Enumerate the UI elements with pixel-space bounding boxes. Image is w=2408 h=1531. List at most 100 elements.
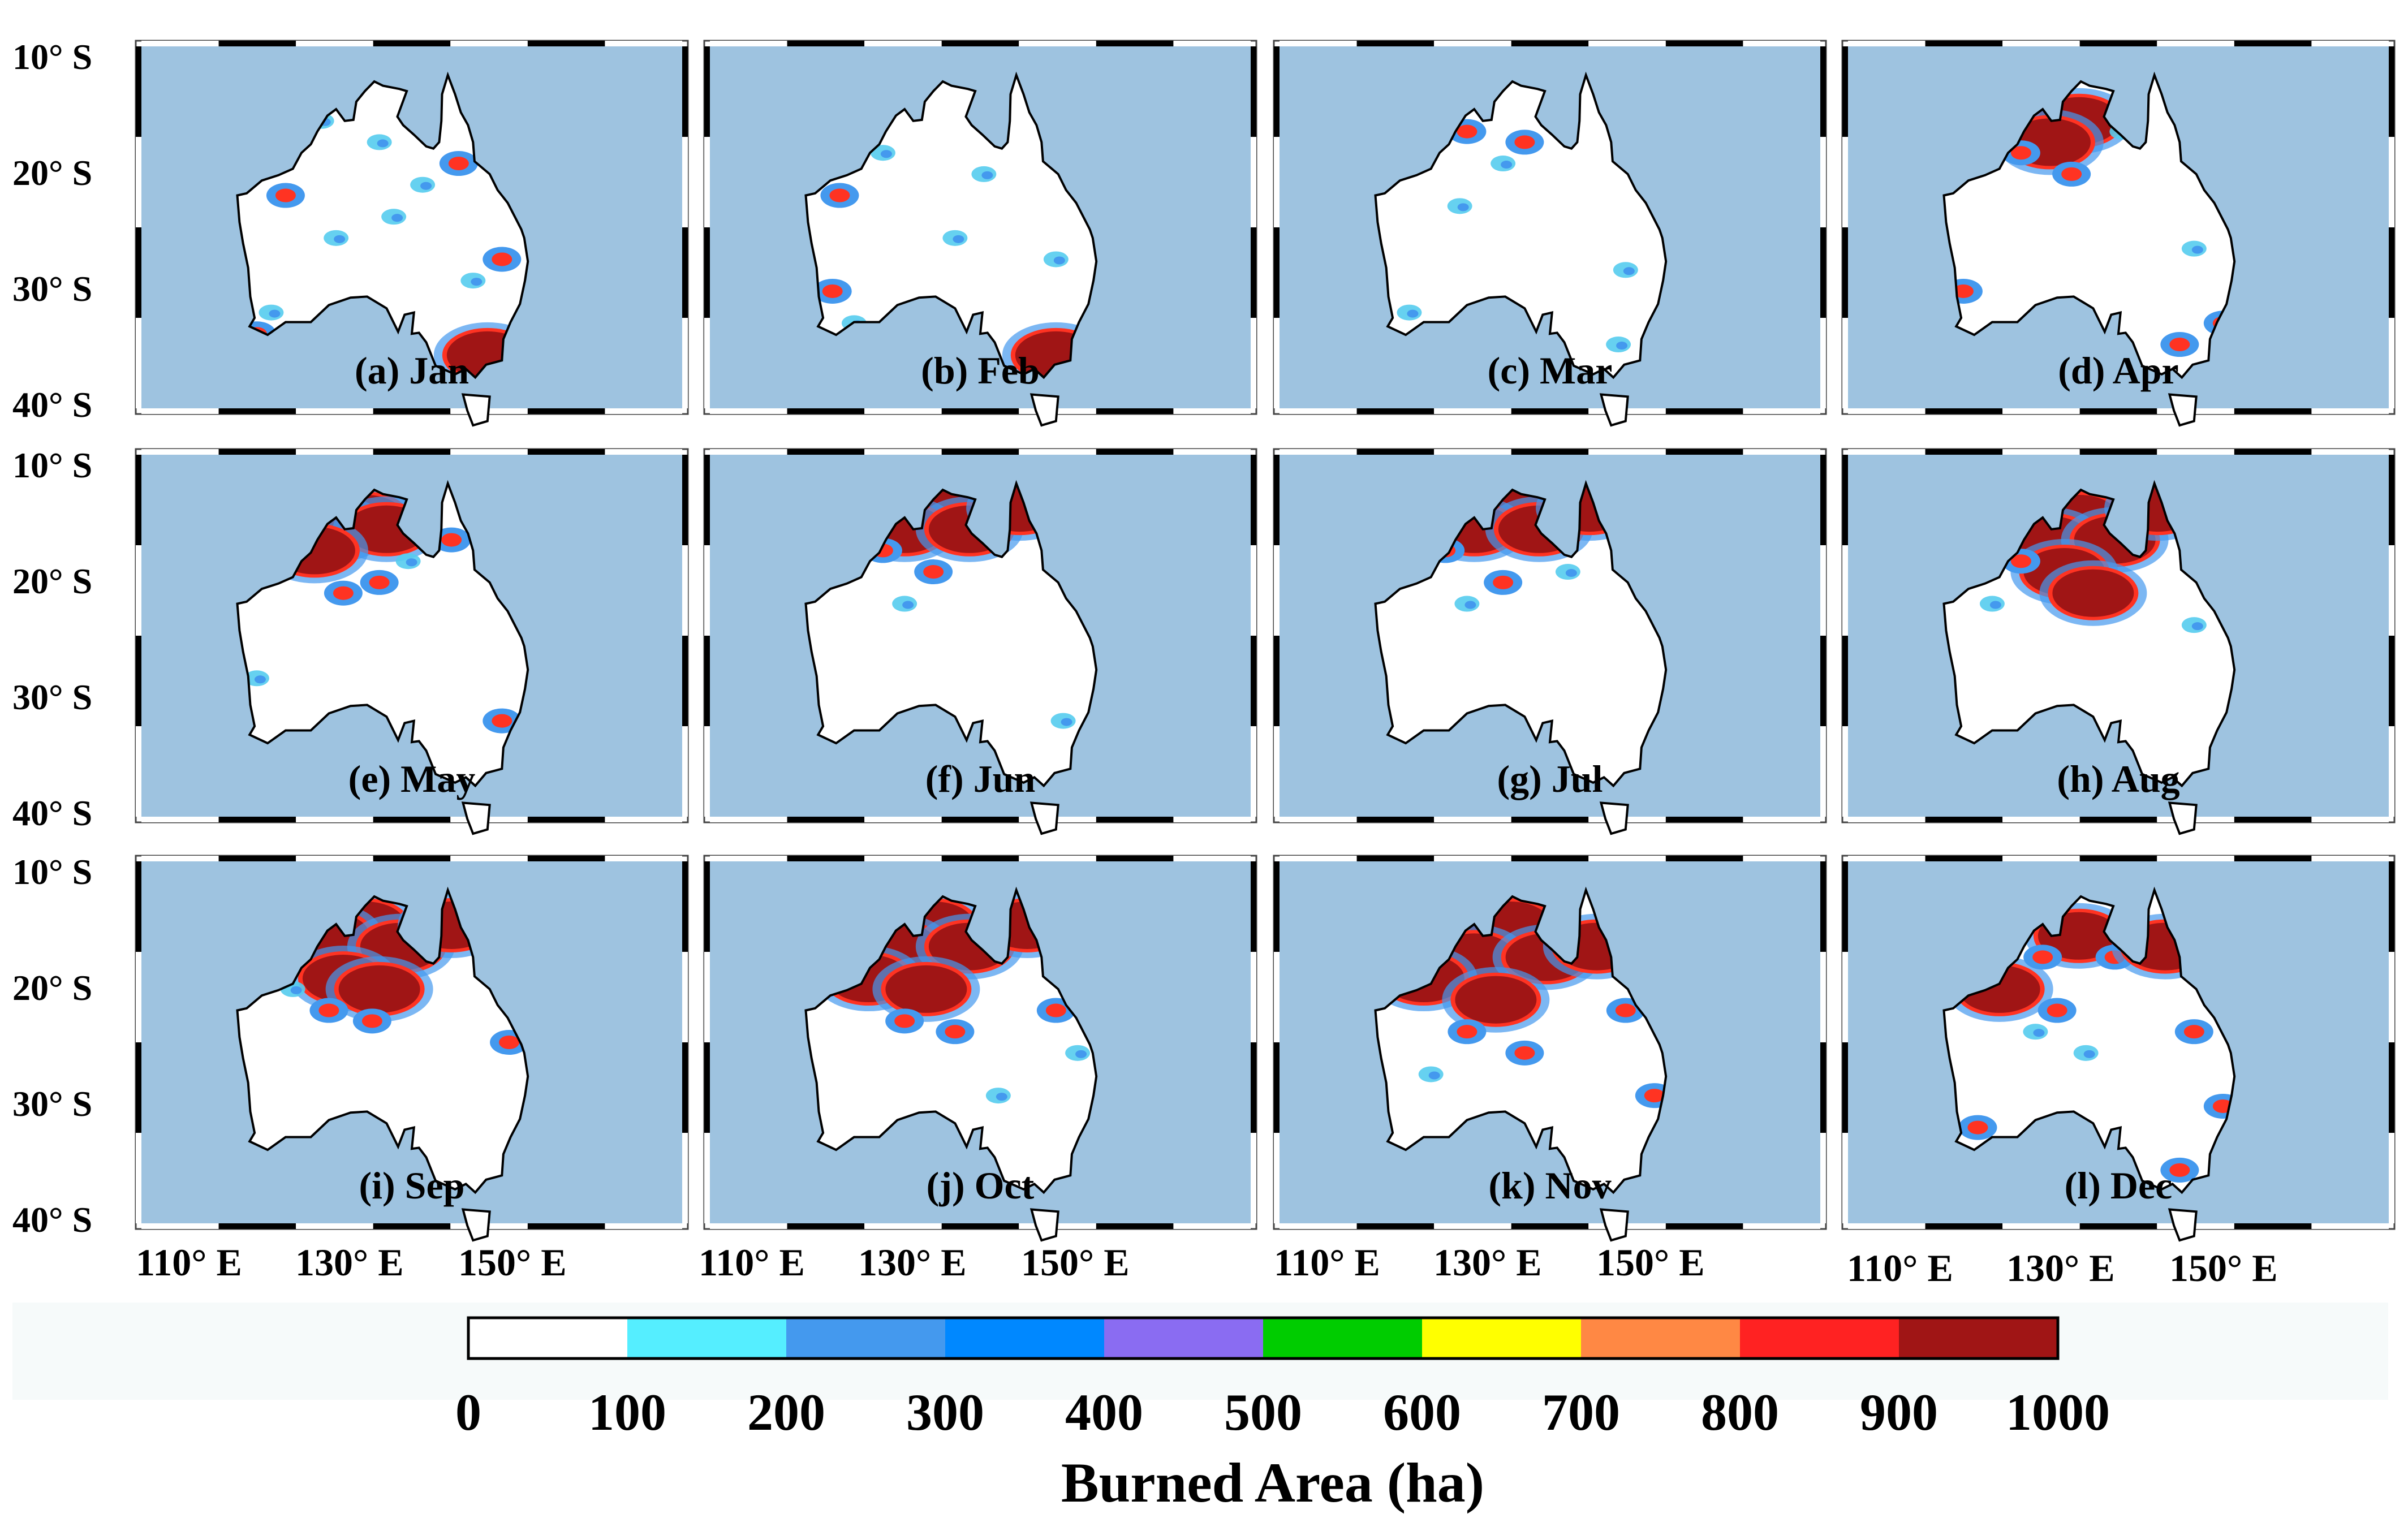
border-segment [704, 137, 710, 227]
hotspot-mid [1045, 1003, 1066, 1017]
border-segment [1356, 449, 1435, 455]
lon-tick-label: 110° E [699, 1241, 805, 1284]
border-segment [373, 817, 451, 822]
hotspot-low [471, 278, 483, 286]
tasmania [461, 393, 491, 427]
coastline [1942, 886, 2236, 1194]
border-segment [682, 1042, 688, 1133]
lon-tick-label: 110° E [136, 1241, 242, 1284]
border-segment [1511, 817, 1589, 822]
border-segment [704, 1133, 710, 1223]
border-segment [2002, 856, 2080, 861]
border-segment [296, 449, 373, 455]
panel-label: (a) Jan [355, 349, 469, 392]
border-segment [1251, 455, 1256, 545]
border-segment [1274, 545, 1280, 636]
border-segment [1842, 1042, 1848, 1133]
colorbar-tick-label: 200 [747, 1383, 825, 1441]
panel-label: (k) Nov [1488, 1164, 1611, 1207]
colorbar-tick-label: 800 [1701, 1383, 1779, 1441]
border-segment [1820, 318, 1826, 408]
border-segment [1173, 856, 1251, 861]
hotspot-mid [822, 284, 843, 298]
hotspot-mid [333, 586, 354, 600]
colorbar-swatch [1104, 1318, 1263, 1359]
border-segment [1274, 1133, 1280, 1223]
border-segment [1743, 856, 1820, 861]
border-segment [2079, 817, 2157, 822]
border-segment [1743, 449, 1820, 455]
border-segment [1665, 1223, 1743, 1229]
border-segment [2389, 227, 2394, 318]
border-segment [1842, 726, 1848, 817]
border-segment [1096, 856, 1174, 861]
border-segment [1274, 455, 1280, 545]
border-segment [2079, 449, 2157, 455]
hotspot-low [1428, 1071, 1440, 1080]
hotspot-low [2191, 622, 2203, 631]
border-segment [218, 408, 296, 414]
hotspot-mid [2010, 146, 2031, 160]
hotspot-mid [2183, 1025, 2204, 1039]
border-segment [136, 318, 141, 408]
hotspot-mid [2010, 554, 2031, 568]
border-segment [1820, 1042, 1826, 1133]
border-segment [682, 726, 688, 817]
border-segment [2311, 1223, 2389, 1229]
map-panel-oct: (j) Oct [703, 855, 1257, 1242]
tasmania [1029, 393, 1059, 427]
hotspot-high [885, 965, 967, 1013]
border-segment [1925, 449, 2003, 455]
border-segment [2002, 408, 2080, 414]
hotspot-mid [945, 1025, 966, 1039]
hotspot-high [2052, 569, 2134, 617]
border-segment [2002, 817, 2080, 822]
border-segment [1848, 1223, 1925, 1229]
lon-tick-label: 130° E [2006, 1247, 2115, 1290]
border-segment [787, 408, 865, 414]
hotspot-mid [448, 157, 469, 171]
border-segment [1511, 449, 1589, 455]
border-segment [864, 817, 942, 822]
border-segment [1280, 817, 1357, 822]
border-segment [605, 1223, 682, 1229]
border-segment [2389, 455, 2394, 545]
border-segment [1356, 856, 1435, 861]
border-segment [704, 726, 710, 817]
border-segment [682, 227, 688, 318]
coastline [236, 480, 529, 788]
border-segment [864, 41, 942, 46]
border-segment [605, 408, 682, 414]
lat-tick-label: 30° S [12, 1084, 92, 1124]
hotspot-mid [499, 1036, 520, 1049]
border-segment [1848, 817, 1925, 822]
panel-label: (g) Jul [1497, 757, 1603, 800]
border-segment [2079, 1223, 2157, 1229]
coastline [804, 480, 1098, 788]
panel-label: (j) Oct [927, 1164, 1035, 1207]
lon-tick-label: 150° E [2169, 1247, 2278, 1290]
hotspot-low [981, 171, 993, 179]
border-segment [1588, 856, 1666, 861]
map-panels: (a) Jan (b) Feb (c) Mar (d) Apr (e) May (f) J… [135, 40, 2396, 1242]
hotspot-mid [492, 714, 512, 728]
hotspot-low [254, 675, 266, 684]
border-segment [2311, 449, 2389, 455]
border-segment [1251, 318, 1256, 408]
hotspot-mid [1514, 1046, 1535, 1060]
map-panel-jul: (g) Jul [1273, 448, 1827, 835]
border-segment [1251, 1133, 1256, 1223]
lat-tick-label: 10° S [12, 852, 92, 892]
border-segment [1820, 636, 1826, 726]
border-segment [710, 408, 787, 414]
border-segment [527, 1223, 605, 1229]
hotspot-low [2191, 245, 2203, 254]
hotspot-mid [492, 252, 512, 266]
border-segment [682, 455, 688, 545]
border-segment [941, 449, 1019, 455]
border-segment [1274, 137, 1280, 227]
border-segment [141, 41, 219, 46]
border-segment [527, 856, 605, 861]
border-segment [1842, 545, 1848, 636]
hotspot-mid [2032, 950, 2053, 964]
